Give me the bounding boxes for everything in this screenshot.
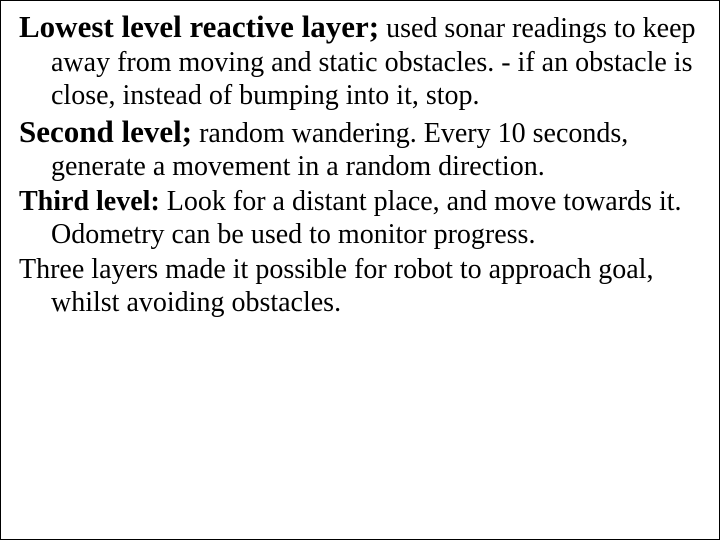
lead-third-level: Third level: [19, 186, 160, 217]
body-summary: Three layers made it possible for robot … [19, 254, 653, 318]
lead-lowest-level: Lowest level reactive layer; [19, 9, 379, 44]
paragraph-lowest-level: Lowest level reactive layer; used sonar … [19, 9, 701, 112]
paragraph-second-level: Second level; random wandering. Every 10… [19, 114, 701, 184]
slide-frame: Lowest level reactive layer; used sonar … [0, 0, 720, 540]
lead-second-level: Second level; [19, 114, 192, 149]
paragraph-third-level: Third level: Look for a distant place, a… [19, 185, 701, 251]
paragraph-summary: Three layers made it possible for robot … [19, 253, 701, 319]
